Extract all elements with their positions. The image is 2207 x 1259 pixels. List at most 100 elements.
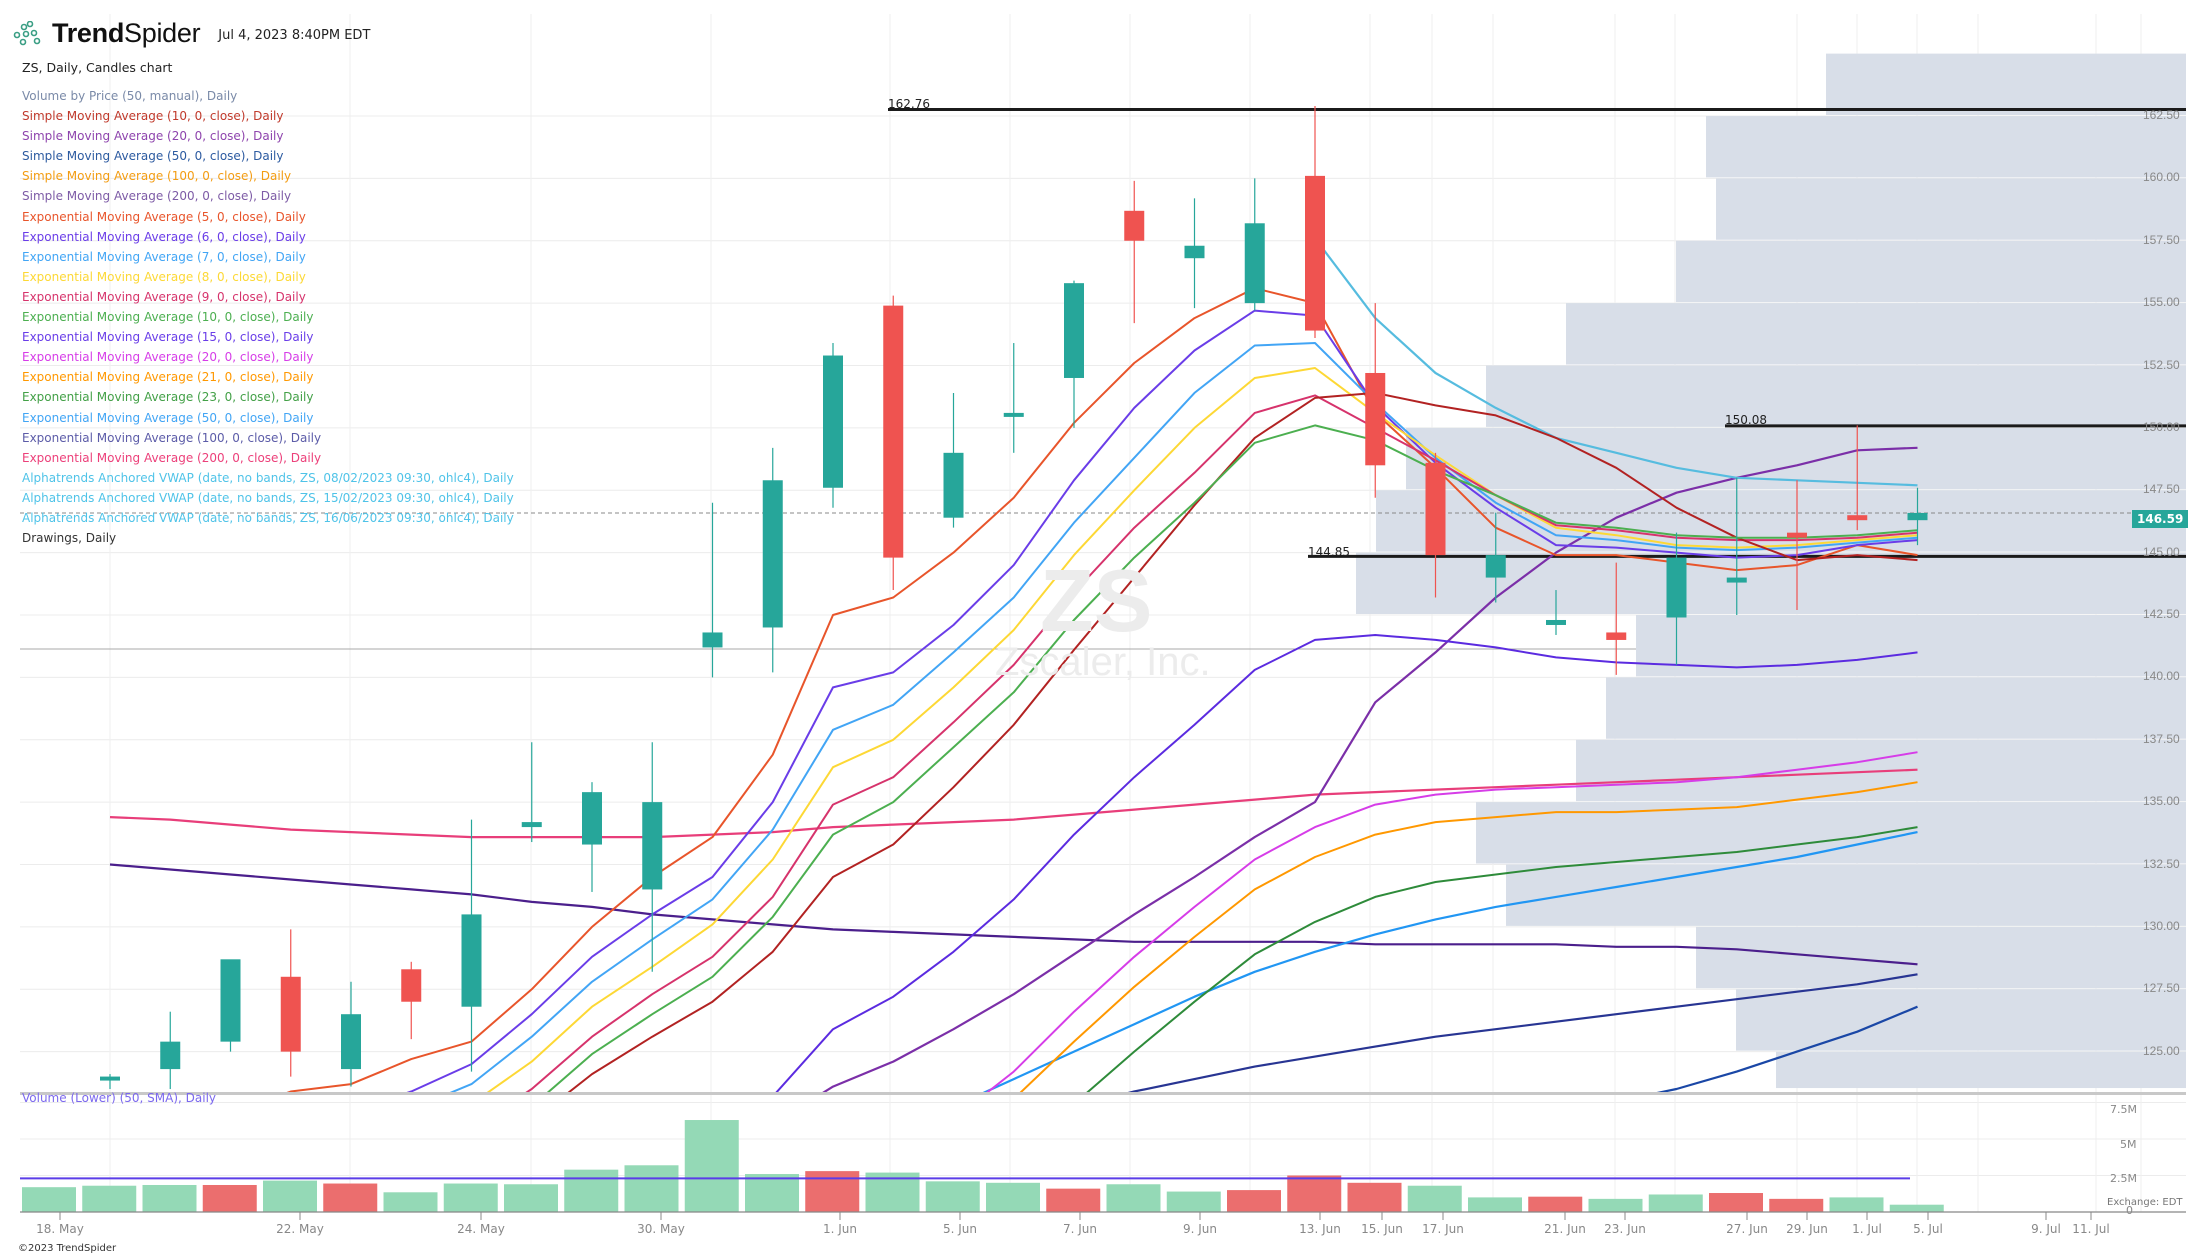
price-tick: 130.00 [2143, 918, 2180, 933]
candle[interactable] [280, 976, 301, 1052]
volume-bar[interactable] [1227, 1190, 1281, 1212]
volume-bar[interactable] [1407, 1185, 1462, 1212]
volume-bar[interactable] [1588, 1198, 1643, 1212]
volume-bar[interactable] [925, 1181, 980, 1212]
volume-bar[interactable] [443, 1183, 498, 1212]
volume-bar[interactable] [1166, 1191, 1221, 1212]
volume-by-price [1356, 53, 2186, 1089]
legend-item[interactable]: Exponential Moving Average (15, 0, close… [22, 330, 314, 345]
legend-item[interactable]: Exponential Moving Average (6, 0, close)… [22, 229, 306, 244]
volume-bar[interactable] [805, 1171, 860, 1212]
legend-item[interactable]: Exponential Moving Average (21, 0, close… [22, 370, 314, 385]
legend-item[interactable]: Exponential Moving Average (200, 0, clos… [22, 450, 322, 465]
candle[interactable] [220, 959, 241, 1042]
candle[interactable] [160, 1041, 181, 1070]
volume-bar[interactable] [142, 1184, 197, 1212]
volume-tick: 7.5M [2110, 1103, 2137, 1116]
volume-bar[interactable] [504, 1184, 558, 1212]
legend-item[interactable]: Simple Moving Average (10, 0, close), Da… [22, 109, 284, 124]
candle[interactable] [1606, 632, 1627, 640]
price-tick: 145.00 [2143, 544, 2180, 559]
candle[interactable] [1064, 283, 1084, 378]
candle[interactable] [943, 452, 964, 518]
legend-item[interactable]: Simple Moving Average (200, 0, close), D… [22, 189, 292, 204]
legend-item[interactable]: Exponential Moving Average (20, 0, close… [22, 350, 314, 365]
volume-bar[interactable] [1528, 1196, 1583, 1212]
last-price-badge: 146.59 [2132, 510, 2189, 528]
legend-item[interactable]: Exponential Moving Average (7, 0, close)… [22, 249, 306, 264]
volume-bar[interactable] [1648, 1194, 1703, 1212]
volume-bar[interactable] [202, 1184, 257, 1212]
candle[interactable] [1907, 512, 1928, 521]
volume-bar[interactable] [1347, 1182, 1402, 1212]
volume-bar[interactable] [745, 1174, 799, 1212]
legend-item[interactable]: Simple Moving Average (50, 0, close), Da… [22, 149, 284, 164]
candle[interactable] [1787, 532, 1807, 538]
legend-item[interactable]: Exponential Moving Average (23, 0, close… [22, 390, 314, 405]
candle[interactable] [1244, 223, 1265, 304]
legend-item[interactable]: Drawings, Daily [22, 531, 117, 546]
volume-bar[interactable] [383, 1192, 438, 1212]
candle[interactable] [100, 1076, 120, 1081]
candle[interactable] [461, 914, 482, 1007]
candle[interactable] [1666, 557, 1687, 618]
volume-bar[interactable] [1889, 1204, 1944, 1212]
volume-bar[interactable] [1287, 1175, 1342, 1213]
legend-item[interactable]: Simple Moving Average (100, 0, close), D… [22, 169, 292, 184]
volume-bar[interactable] [22, 1187, 76, 1212]
candle[interactable] [1485, 555, 1506, 578]
brand-bold: Trend [52, 18, 125, 48]
candle[interactable] [883, 305, 904, 558]
volume-bar[interactable] [1468, 1197, 1522, 1212]
volume-bar[interactable] [564, 1169, 619, 1212]
time-tick: 18. May [36, 1222, 84, 1236]
candle[interactable] [642, 802, 663, 890]
candle[interactable] [1546, 619, 1566, 625]
legend-item[interactable]: Exponential Moving Average (10, 0, close… [22, 310, 314, 325]
drawing-label-low[interactable]: 144.85 [1308, 545, 1350, 559]
legend-item[interactable]: Exponential Moving Average (5, 0, close)… [22, 209, 306, 224]
candle[interactable] [1305, 175, 1325, 331]
legend-item[interactable]: Simple Moving Average (20, 0, close), Da… [22, 129, 284, 144]
legend-item[interactable]: Alphatrends Anchored VWAP (date, no band… [22, 470, 514, 485]
candle[interactable] [341, 1014, 361, 1070]
legend-item[interactable]: Exponential Moving Average (50, 0, close… [22, 410, 314, 425]
volume-bar[interactable] [624, 1165, 679, 1212]
volume-bar[interactable] [323, 1183, 378, 1212]
volume-bar[interactable] [1709, 1193, 1763, 1212]
legend-item[interactable]: Exponential Moving Average (9, 0, close)… [22, 289, 306, 304]
volume-bar[interactable] [1829, 1197, 1884, 1212]
legend-item[interactable]: Exponential Moving Average (100, 0, clos… [22, 430, 322, 445]
candle[interactable] [1184, 245, 1205, 259]
candle[interactable] [1425, 462, 1446, 556]
legend-item[interactable]: Exponential Moving Average (8, 0, close)… [22, 269, 306, 284]
volume-bar[interactable] [986, 1182, 1040, 1212]
price-tick: 137.50 [2143, 731, 2180, 746]
candle[interactable] [762, 480, 783, 628]
legend-item[interactable]: Volume by Price (50, manual), Daily [22, 89, 238, 103]
legend-item[interactable]: Alphatrends Anchored VWAP (date, no band… [22, 490, 514, 505]
candle[interactable] [702, 632, 723, 648]
legend-item[interactable]: Alphatrends Anchored VWAP (date, no band… [22, 510, 514, 525]
candle[interactable] [401, 969, 422, 1002]
volume-tick: 5M [2120, 1138, 2137, 1151]
candle[interactable] [521, 822, 542, 828]
candle[interactable] [823, 355, 843, 488]
candle[interactable] [582, 792, 602, 845]
candle[interactable] [1124, 210, 1145, 241]
volume-bar[interactable] [1769, 1198, 1824, 1212]
candle[interactable] [1726, 577, 1747, 583]
volume-bar[interactable] [684, 1120, 739, 1212]
volume-bar[interactable] [1106, 1184, 1161, 1212]
indicator-legend: Volume by Price (50, manual), Daily Simpl… [22, 86, 514, 548]
volume-bar[interactable] [263, 1180, 317, 1212]
candle[interactable] [1003, 412, 1024, 417]
drawing-label-mid[interactable]: 150.08 [1725, 413, 1767, 427]
volume-bar[interactable] [1046, 1188, 1101, 1212]
price-tick: 150.00 [2143, 419, 2180, 434]
candle[interactable] [1847, 515, 1868, 521]
volume-bar[interactable] [82, 1185, 137, 1212]
drawing-label-high[interactable]: 162.76 [888, 97, 930, 111]
candle[interactable] [1365, 372, 1386, 466]
